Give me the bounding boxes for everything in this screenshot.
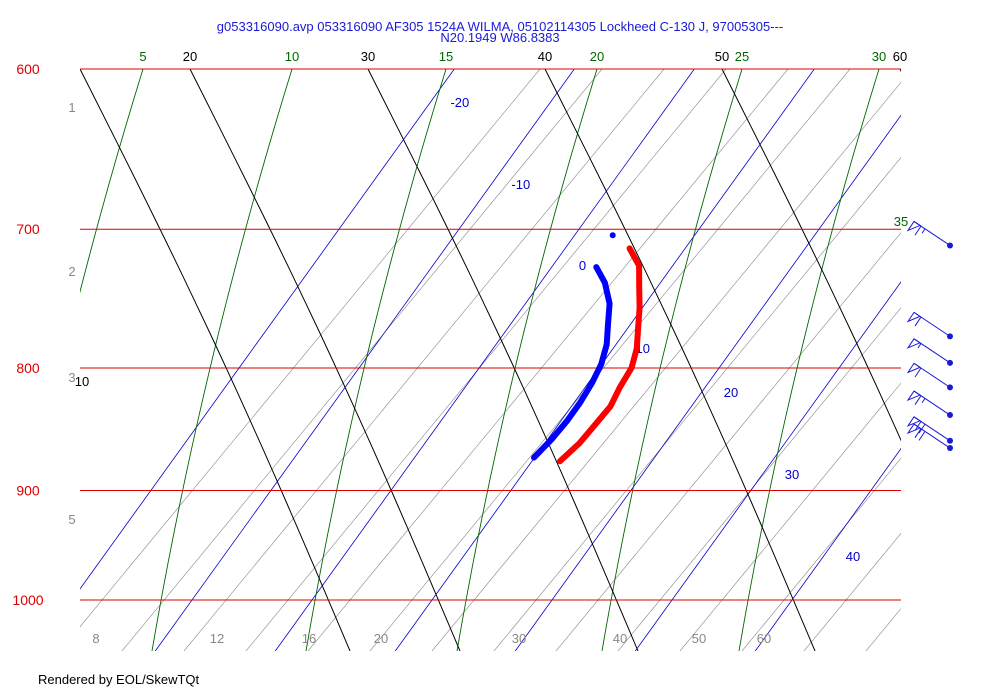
wind-barb-864	[906, 423, 953, 452]
isolated-data-point	[609, 232, 616, 239]
dry-adiabat-10	[80, 69, 351, 651]
wind-barb-796	[906, 338, 953, 366]
dry-adiabat-30	[367, 69, 639, 651]
sounding-profiles	[531, 232, 643, 465]
isotherm-label--10: -10	[511, 177, 530, 192]
isotherm-40	[754, 447, 901, 651]
wind-barbs	[906, 220, 953, 452]
moist-adiabat-label-20: 20	[590, 49, 604, 64]
moist-adiabat-5	[80, 69, 144, 294]
moist-adiabat-30	[738, 69, 880, 651]
wind-barb-776	[906, 311, 953, 340]
isotherm-label-40: 40	[846, 549, 860, 564]
moist-adiabat-label-10: 10	[285, 49, 299, 64]
dry-adiabat-lines	[80, 69, 901, 651]
dry-adiabat-label-60: 60	[893, 49, 907, 64]
mixing-ratio-left-label-3: 3	[68, 370, 75, 385]
mixing-ratio-line	[245, 69, 727, 651]
isotherm-label--20: -20	[450, 95, 469, 110]
isotherm-0	[274, 69, 695, 651]
isotherm-label-20: 20	[724, 385, 738, 400]
dewpoint-profile	[531, 264, 613, 461]
moist-adiabat-label-35: 35	[894, 214, 908, 229]
dry-adiabat-label-40: 40	[538, 49, 552, 64]
mixing-ratio-line	[741, 457, 901, 651]
mixing-ratio-line	[369, 69, 851, 651]
mixing-ratio-bottom-label-40: 40	[613, 631, 627, 646]
wind-barb-858	[906, 416, 953, 444]
moist-adiabat-20	[456, 69, 598, 651]
dry-adiabat-40	[544, 69, 816, 651]
mixing-ratio-line	[679, 382, 901, 651]
mixing-ratio-bottom-label-60: 60	[757, 631, 771, 646]
isotherm-label-30: 30	[785, 467, 799, 482]
dry-adiabat-label-10: 10	[75, 374, 89, 389]
pressure-label-600: 600	[16, 61, 40, 77]
pressure-label-900: 900	[16, 482, 40, 498]
moist-adiabat-label-15: 15	[439, 49, 453, 64]
mixing-ratio-left-label-2: 2	[68, 264, 75, 279]
wind-barb-711	[906, 220, 953, 249]
mixing-ratio-bottom-label-12: 12	[210, 631, 224, 646]
mixing-ratio-line	[431, 81, 901, 651]
isotherm--20	[80, 69, 455, 590]
mixing-ratio-line	[555, 232, 901, 651]
mixing-ratio-line	[121, 69, 603, 651]
mixing-ratio-line	[803, 532, 901, 651]
chart-title-line1: g053316090.avp 053316090 AF305 1524A WIL…	[216, 19, 784, 34]
mixing-ratio-bottom-label-50: 50	[692, 631, 706, 646]
isotherm-20	[514, 114, 901, 651]
mixing-ratio-left-label-1: 1	[68, 100, 75, 115]
chart-title-line2: N20.1949 W86.8383	[440, 30, 560, 45]
wind-barb-815	[906, 362, 953, 391]
isotherm--10	[154, 69, 575, 651]
temperature-profile	[557, 245, 643, 465]
mixing-ratio-line	[928, 69, 1000, 651]
pressure-label-700: 700	[16, 221, 40, 237]
pressure-label-800: 800	[16, 360, 40, 376]
wind-barb-837	[906, 390, 953, 419]
mixing-ratio-line	[990, 69, 1000, 651]
mixing-ratio-line	[493, 157, 901, 651]
moist-adiabat-25	[601, 69, 743, 651]
moist-adiabat-label-25: 25	[735, 49, 749, 64]
isotherm-10	[394, 69, 815, 651]
mixing-ratio-bottom-label-8: 8	[92, 631, 99, 646]
mixing-ratio-lines	[80, 69, 1000, 651]
isotherm-label-0: 0	[579, 258, 586, 273]
moist-adiabat-15	[305, 69, 447, 651]
dry-adiabat-label-20: 20	[183, 49, 197, 64]
dry-adiabat-label-50: 50	[715, 49, 729, 64]
dry-adiabat-20	[189, 69, 461, 651]
mixing-ratio-line	[307, 69, 789, 651]
render-credit: Rendered by EOL/SkewTQt	[38, 672, 200, 687]
pressure-label-1000: 1000	[12, 592, 43, 608]
moist-adiabat-35	[920, 69, 1000, 651]
mixing-ratio-line	[80, 69, 541, 628]
isotherm-30	[634, 281, 901, 651]
dry-adiabat-label-30: 30	[361, 49, 375, 64]
mixing-ratio-line	[183, 69, 665, 651]
mixing-ratio-line	[865, 608, 901, 651]
mixing-ratio-bottom-label-20: 20	[374, 631, 388, 646]
mixing-ratio-left-label-5: 5	[68, 512, 75, 527]
isobar-lines	[80, 68, 901, 601]
moist-adiabat-label-5: 5	[139, 49, 146, 64]
moist-adiabat-label-30: 30	[872, 49, 886, 64]
dry-adiabat-50	[721, 69, 901, 442]
mixing-ratio-bottom-label-16: 16	[302, 631, 316, 646]
mixing-ratio-bottom-label-30: 30	[512, 631, 526, 646]
mixing-ratio-line	[617, 307, 901, 651]
moist-adiabat-10	[151, 69, 293, 651]
